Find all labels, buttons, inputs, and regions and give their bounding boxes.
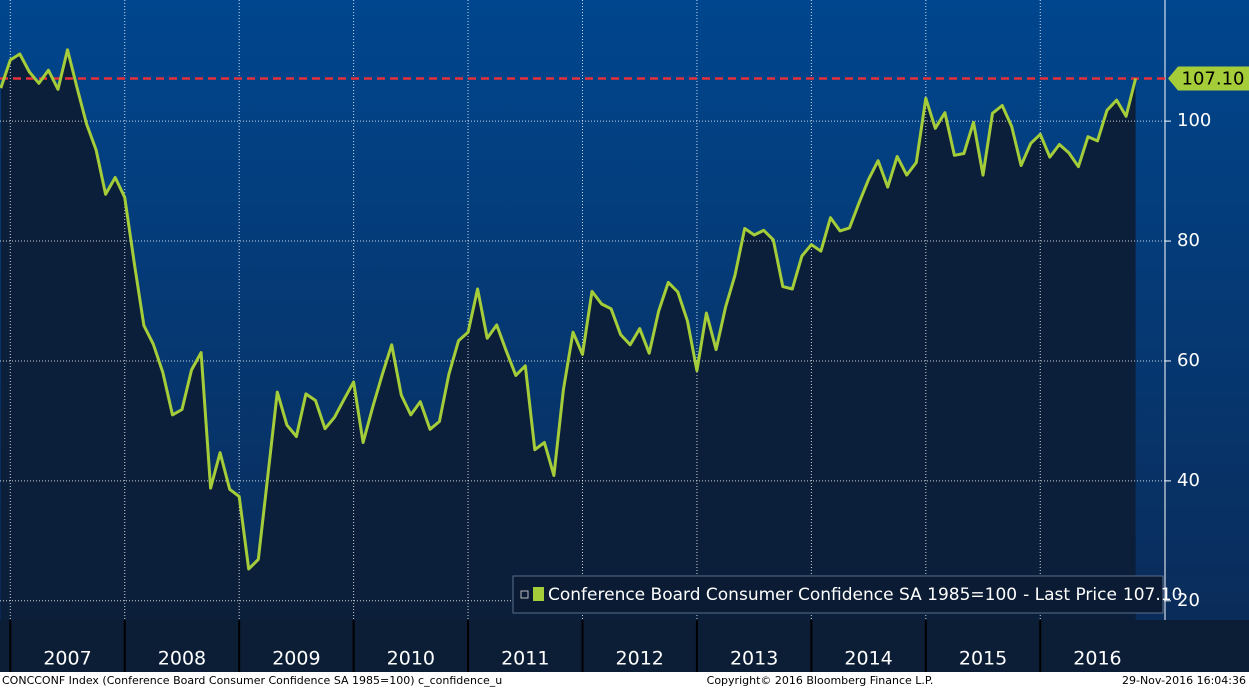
x-tick-label: 2012 bbox=[616, 648, 664, 670]
y-tick-label: 40 bbox=[1177, 470, 1200, 491]
x-tick-label: 2011 bbox=[501, 648, 549, 670]
last-price-label: 107.10 bbox=[1182, 69, 1245, 90]
legend-box bbox=[512, 575, 1164, 614]
x-tick-label: 2010 bbox=[387, 648, 435, 670]
y-tick-label: 80 bbox=[1177, 230, 1200, 251]
line bbox=[0, 48, 1138, 571]
footer-left: CONCCONF Index (Conference Board Consume… bbox=[2, 674, 502, 687]
y-tick-label: 100 bbox=[1177, 110, 1211, 131]
x-tick-label: 2008 bbox=[158, 648, 206, 670]
x-tick-label: 2009 bbox=[272, 648, 320, 670]
legend-series-name: Conference Board Consumer Confidence SA … bbox=[548, 585, 1017, 605]
y-tick-label: 60 bbox=[1177, 350, 1200, 371]
legend-swatch bbox=[533, 587, 544, 601]
x-tick-label: 2014 bbox=[844, 648, 892, 670]
footer-right: 29-Nov-2016 16:04:36 bbox=[1122, 674, 1246, 687]
x-tick-label: 2007 bbox=[43, 648, 91, 670]
footer-center: Copyright© 2016 Bloomberg Finance L.P. bbox=[707, 674, 934, 687]
legend-icon-box bbox=[520, 590, 529, 599]
x-tick-label: 2013 bbox=[730, 648, 778, 670]
legend-last-price: 107.10 bbox=[1123, 585, 1182, 605]
area bbox=[0, 49, 1136, 621]
x-tick-label: 2016 bbox=[1073, 648, 1121, 670]
legend-text: Conference Board Consumer Confidence SA … bbox=[548, 585, 1182, 605]
legend-suffix: - Last Price bbox=[1023, 585, 1117, 605]
y-tick-label: 20 bbox=[1177, 590, 1200, 611]
x-tick-label: 2015 bbox=[959, 648, 1007, 670]
footer-band bbox=[0, 672, 1249, 690]
last-price-tag bbox=[1168, 66, 1249, 91]
